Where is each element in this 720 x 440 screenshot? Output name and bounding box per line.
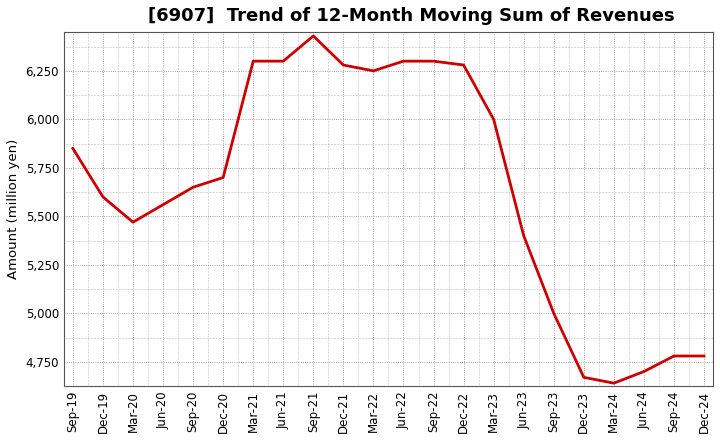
Y-axis label: Amount (million yen): Amount (million yen) [7, 139, 20, 279]
Text: [6907]  Trend of 12-Month Moving Sum of Revenues: [6907] Trend of 12-Month Moving Sum of R… [148, 7, 675, 25]
